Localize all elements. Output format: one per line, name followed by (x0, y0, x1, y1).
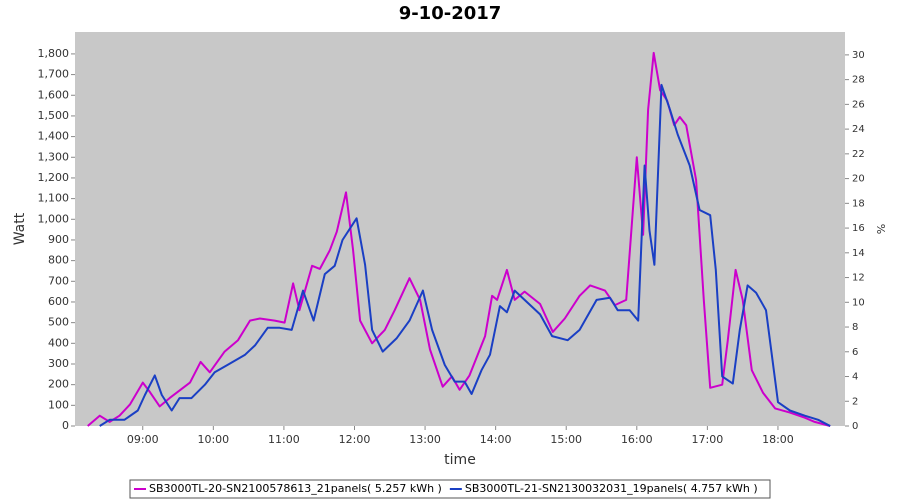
y2-tick-label: 12 (852, 273, 865, 284)
x-tick-label: 16:00 (621, 433, 653, 446)
y-tick-label: 900 (48, 233, 69, 246)
x-tick-label: 11:00 (268, 433, 300, 446)
x-tick-label: 12:00 (339, 433, 371, 446)
y2-tick-label: 24 (852, 124, 865, 135)
y-tick-label: 1,400 (38, 130, 70, 143)
y-tick-label: 600 (48, 295, 69, 308)
series-line (99, 83, 831, 427)
y-tick-label: 400 (48, 336, 69, 349)
y2-tick-label: 30 (852, 50, 865, 61)
y-tick-label: 500 (48, 316, 69, 329)
y2-tick-label: 10 (852, 297, 865, 308)
x-tick-label: 18:00 (762, 433, 794, 446)
x-tick-label: 14:00 (480, 433, 512, 446)
chart-title: 9-10-2017 (399, 3, 502, 24)
y-tick-label: 700 (48, 274, 69, 287)
x-axis-label: time (444, 452, 476, 468)
y2-tick-label: 6 (852, 347, 858, 358)
x-tick-label: 10:00 (197, 433, 229, 446)
y-tick-label: 1,800 (38, 47, 70, 60)
x-tick-label: 17:00 (692, 433, 724, 446)
y-tick-label: 1,200 (38, 171, 70, 184)
y-tick-label: 100 (48, 398, 69, 411)
y2-tick-label: 22 (852, 149, 865, 160)
y-tick-label: 1,100 (38, 192, 70, 205)
y2-tick-label: 0 (852, 421, 858, 432)
y2-tick-label: 26 (852, 99, 865, 110)
y2-tick-label: 14 (852, 248, 865, 259)
y2-tick-label: 18 (852, 198, 865, 209)
y2-tick-label: 8 (852, 322, 858, 333)
y-tick-label: 1,000 (38, 212, 70, 225)
y-tick-label: 1,700 (38, 68, 70, 81)
y2-tick-label: 2 (852, 396, 858, 407)
y-tick-label: 300 (48, 357, 69, 370)
y-tick-label: 1,500 (38, 109, 70, 122)
x-tick-label: 13:00 (409, 433, 441, 446)
legend-label: SB3000TL-20-SN2100578613_21panels( 5.257… (149, 482, 442, 495)
y2-tick-label: 28 (852, 75, 865, 86)
y-axis-label: Watt (12, 212, 28, 245)
y-tick-label: 1,600 (38, 88, 70, 101)
y-tick-label: 800 (48, 254, 69, 267)
y2-axis-label: % (875, 224, 888, 234)
y2-tick-label: 16 (852, 223, 865, 234)
y-tick-label: 200 (48, 378, 69, 391)
legend-label: SB3000TL-21-SN2130032031_19panels( 4.757… (465, 482, 758, 495)
plot-area (75, 32, 845, 426)
y2-tick-label: 4 (852, 372, 858, 383)
y-tick-label: 0 (62, 419, 69, 432)
x-tick-label: 09:00 (127, 433, 159, 446)
x-tick-label: 15:00 (550, 433, 582, 446)
series-line (87, 51, 831, 427)
y-tick-label: 1,300 (38, 150, 70, 163)
y2-tick-label: 20 (852, 174, 865, 185)
